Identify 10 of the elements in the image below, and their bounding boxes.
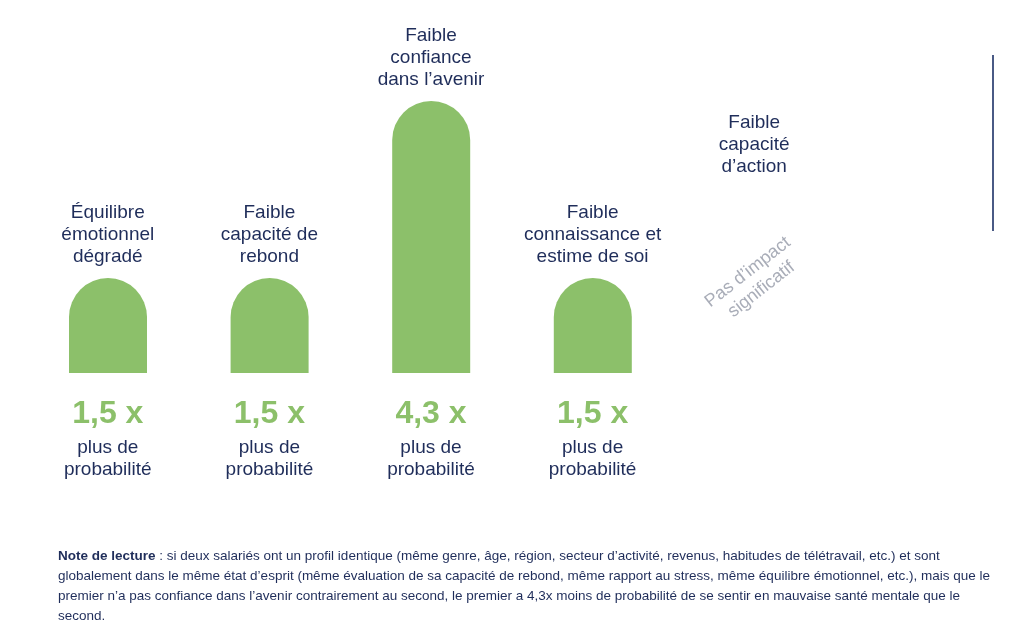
data-label: 1,5 x plus de probabilité bbox=[63, 394, 152, 479]
x-tick-label: Faible capacité de rebond bbox=[220, 201, 318, 267]
x-tick-label: Faible connaissance et estime de soi bbox=[523, 201, 662, 267]
x-tick-label: Faible confiance dans l’avenir bbox=[377, 24, 486, 89]
x-tick-label: Faible capacité d’action bbox=[718, 111, 790, 177]
data-label: 1,5 x plus de probabilité bbox=[548, 394, 637, 479]
data-label: 4,3 x plus de probabilité bbox=[387, 394, 475, 479]
x-tick-label: Équilibre émotionnel dégradé bbox=[61, 201, 155, 267]
text: Note de lecture : si deux salariés ont un profil identique (même genre, âge, région, secteur d’activité, revenus, habitudes de télétravail, etc.) et sont globalement dans le même état d’esprit (même évaluation de sa capacité de rebond, même rapport au stress, même équilibre émotionnel, etc.), mais que le premier n’a pas confiance dans l’avenir contrairement au second, le premier a 4,3x moins de probabilité de se sentir en mauvaise santé mentale que le second. bbox=[58, 547, 991, 625]
data-label: 1,5 x plus de probabilité bbox=[225, 394, 314, 479]
